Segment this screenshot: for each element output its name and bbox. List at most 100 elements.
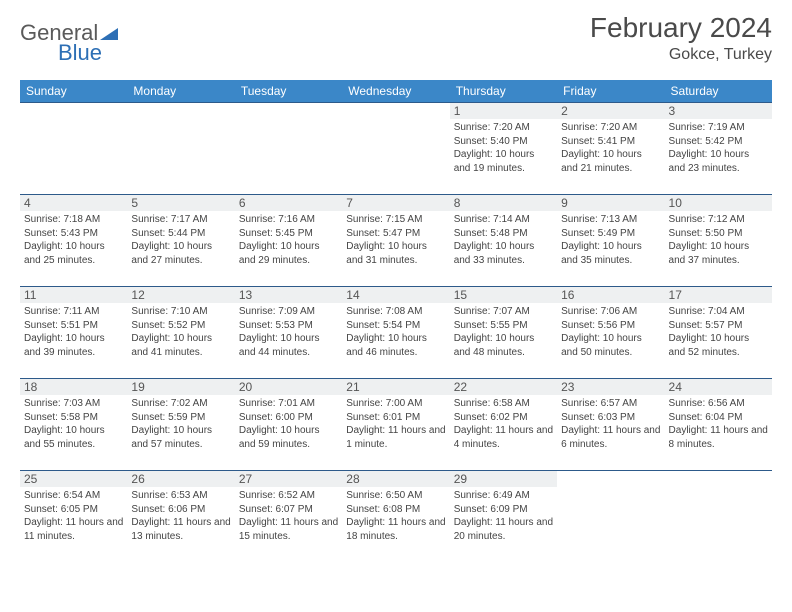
- weekday-header: Saturday: [665, 80, 772, 103]
- day-number: 13: [235, 287, 342, 303]
- day-number: 24: [665, 379, 772, 395]
- day-details: Sunrise: 6:57 AMSunset: 6:03 PMDaylight:…: [561, 397, 660, 451]
- day-number: 26: [127, 471, 234, 487]
- day-number: 17: [665, 287, 772, 303]
- day-number: 29: [450, 471, 557, 487]
- day-cell: 8Sunrise: 7:14 AMSunset: 5:48 PMDaylight…: [450, 195, 557, 287]
- day-details: Sunrise: 7:15 AMSunset: 5:47 PMDaylight:…: [346, 213, 445, 267]
- calendar-week-row: 1 Sunrise: 7:20 AMSunset: 5:40 PMDaylight…: [20, 103, 772, 195]
- empty-cell: [235, 103, 342, 195]
- day-cell: 22 Sunrise: 6:58 AMSunset: 6:02 PMDayligh…: [450, 379, 557, 471]
- calendar-week-row: 18 Sunrise: 7:03 AMSunset: 5:58 PMDayligh…: [20, 379, 772, 471]
- day-details: Sunrise: 7:10 AMSunset: 5:52 PMDaylight:…: [131, 305, 230, 359]
- weekday-header: Sunday: [20, 80, 127, 103]
- calendar-week-row: 11 Sunrise: 7:11 AMSunset: 5:51 PMDayligh…: [20, 287, 772, 379]
- day-number: 15: [450, 287, 557, 303]
- day-cell: 16 Sunrise: 7:06 AMSunset: 5:56 PMDayligh…: [557, 287, 664, 379]
- calendar-body: 1 Sunrise: 7:20 AMSunset: 5:40 PMDaylight…: [20, 103, 772, 563]
- day-details: Sunrise: 6:52 AMSunset: 6:07 PMDaylight:…: [239, 489, 338, 543]
- day-cell: 4Sunrise: 7:18 AMSunset: 5:43 PMDaylight…: [20, 195, 127, 287]
- day-details: Sunrise: 7:18 AMSunset: 5:43 PMDaylight:…: [24, 213, 123, 267]
- calendar-week-row: 25 Sunrise: 6:54 AMSunset: 6:05 PMDayligh…: [20, 471, 772, 563]
- day-details: Sunrise: 7:17 AMSunset: 5:44 PMDaylight:…: [131, 213, 230, 267]
- day-number: 10: [665, 195, 772, 211]
- day-details: Sunrise: 7:19 AMSunset: 5:42 PMDaylight:…: [669, 121, 768, 175]
- day-cell: 3 Sunrise: 7:19 AMSunset: 5:42 PMDaylight…: [665, 103, 772, 195]
- empty-cell: [127, 103, 234, 195]
- day-number: 9: [557, 195, 664, 211]
- day-details: Sunrise: 7:13 AMSunset: 5:49 PMDaylight:…: [561, 213, 660, 267]
- day-number: 8: [450, 195, 557, 211]
- day-number: 20: [235, 379, 342, 395]
- day-details: Sunrise: 6:56 AMSunset: 6:04 PMDaylight:…: [669, 397, 768, 451]
- day-cell: 23Sunrise: 6:57 AMSunset: 6:03 PMDayligh…: [557, 379, 664, 471]
- day-cell: 18 Sunrise: 7:03 AMSunset: 5:58 PMDayligh…: [20, 379, 127, 471]
- day-number: 25: [20, 471, 127, 487]
- calendar-week-row: 4Sunrise: 7:18 AMSunset: 5:43 PMDaylight…: [20, 195, 772, 287]
- day-details: Sunrise: 7:02 AMSunset: 5:59 PMDaylight:…: [131, 397, 230, 451]
- weekday-header: Monday: [127, 80, 234, 103]
- day-number: 6: [235, 195, 342, 211]
- day-details: Sunrise: 7:01 AMSunset: 6:00 PMDaylight:…: [239, 397, 338, 451]
- day-cell: 29 Sunrise: 6:49 AMSunset: 6:09 PMDayligh…: [450, 471, 557, 563]
- day-cell: 10 Sunrise: 7:12 AMSunset: 5:50 PMDayligh…: [665, 195, 772, 287]
- day-cell: 25 Sunrise: 6:54 AMSunset: 6:05 PMDayligh…: [20, 471, 127, 563]
- day-cell: 6 Sunrise: 7:16 AMSunset: 5:45 PMDaylight…: [235, 195, 342, 287]
- empty-cell: [557, 471, 664, 563]
- day-cell: 5 Sunrise: 7:17 AMSunset: 5:44 PMDaylight…: [127, 195, 234, 287]
- day-cell: 14Sunrise: 7:08 AMSunset: 5:54 PMDayligh…: [342, 287, 449, 379]
- day-details: Sunrise: 7:04 AMSunset: 5:57 PMDaylight:…: [669, 305, 768, 359]
- day-cell: 28 Sunrise: 6:50 AMSunset: 6:08 PMDayligh…: [342, 471, 449, 563]
- weekday-header: Friday: [557, 80, 664, 103]
- day-cell: 21Sunrise: 7:00 AMSunset: 6:01 PMDayligh…: [342, 379, 449, 471]
- day-cell: 13 Sunrise: 7:09 AMSunset: 5:53 PMDayligh…: [235, 287, 342, 379]
- empty-cell: [665, 471, 772, 563]
- day-number: 16: [557, 287, 664, 303]
- day-details: Sunrise: 7:20 AMSunset: 5:40 PMDaylight:…: [454, 121, 553, 175]
- day-number: 5: [127, 195, 234, 211]
- day-cell: 1 Sunrise: 7:20 AMSunset: 5:40 PMDaylight…: [450, 103, 557, 195]
- day-cell: 12 Sunrise: 7:10 AMSunset: 5:52 PMDayligh…: [127, 287, 234, 379]
- logo-text-blue: Blue: [58, 40, 102, 65]
- calendar-grid: SundayMondayTuesdayWednesdayThursdayFrid…: [20, 80, 772, 563]
- calendar-page: General February 2024 Gokce, Turkey Blue…: [0, 0, 792, 575]
- day-details: Sunrise: 7:11 AMSunset: 5:51 PMDaylight:…: [24, 305, 123, 359]
- day-number: 18: [20, 379, 127, 395]
- day-details: Sunrise: 7:03 AMSunset: 5:58 PMDaylight:…: [24, 397, 123, 451]
- day-number: 3: [665, 103, 772, 119]
- day-cell: 26Sunrise: 6:53 AMSunset: 6:06 PMDayligh…: [127, 471, 234, 563]
- day-number: 12: [127, 287, 234, 303]
- empty-cell: [20, 103, 127, 195]
- weekday-header: Tuesday: [235, 80, 342, 103]
- day-cell: 2Sunrise: 7:20 AMSunset: 5:41 PMDaylight…: [557, 103, 664, 195]
- day-details: Sunrise: 7:12 AMSunset: 5:50 PMDaylight:…: [669, 213, 768, 267]
- day-cell: 19 Sunrise: 7:02 AMSunset: 5:59 PMDayligh…: [127, 379, 234, 471]
- day-number: 22: [450, 379, 557, 395]
- day-number: 19: [127, 379, 234, 395]
- weekday-header: Thursday: [450, 80, 557, 103]
- day-cell: 7Sunrise: 7:15 AMSunset: 5:47 PMDaylight…: [342, 195, 449, 287]
- day-number: 28: [342, 471, 449, 487]
- day-details: Sunrise: 6:58 AMSunset: 6:02 PMDaylight:…: [454, 397, 553, 451]
- day-number: 11: [20, 287, 127, 303]
- day-cell: 24 Sunrise: 6:56 AMSunset: 6:04 PMDayligh…: [665, 379, 772, 471]
- day-details: Sunrise: 7:09 AMSunset: 5:53 PMDaylight:…: [239, 305, 338, 359]
- day-details: Sunrise: 7:06 AMSunset: 5:56 PMDaylight:…: [561, 305, 660, 359]
- empty-cell: [342, 103, 449, 195]
- day-cell: 17 Sunrise: 7:04 AMSunset: 5:57 PMDayligh…: [665, 287, 772, 379]
- day-cell: 9 Sunrise: 7:13 AMSunset: 5:49 PMDaylight…: [557, 195, 664, 287]
- day-cell: 20 Sunrise: 7:01 AMSunset: 6:00 PMDayligh…: [235, 379, 342, 471]
- day-number: 1: [450, 103, 557, 119]
- day-details: Sunrise: 7:07 AMSunset: 5:55 PMDaylight:…: [454, 305, 553, 359]
- day-cell: 27 Sunrise: 6:52 AMSunset: 6:07 PMDayligh…: [235, 471, 342, 563]
- day-cell: 11 Sunrise: 7:11 AMSunset: 5:51 PMDayligh…: [20, 287, 127, 379]
- day-details: Sunrise: 6:50 AMSunset: 6:08 PMDaylight:…: [346, 489, 445, 543]
- day-number: 27: [235, 471, 342, 487]
- day-number: 21: [342, 379, 449, 395]
- day-details: Sunrise: 7:20 AMSunset: 5:41 PMDaylight:…: [561, 121, 660, 175]
- weekday-header: Wednesday: [342, 80, 449, 103]
- day-details: Sunrise: 6:49 AMSunset: 6:09 PMDaylight:…: [454, 489, 553, 543]
- day-number: 14: [342, 287, 449, 303]
- day-details: Sunrise: 6:54 AMSunset: 6:05 PMDaylight:…: [24, 489, 123, 543]
- day-details: Sunrise: 7:16 AMSunset: 5:45 PMDaylight:…: [239, 213, 338, 267]
